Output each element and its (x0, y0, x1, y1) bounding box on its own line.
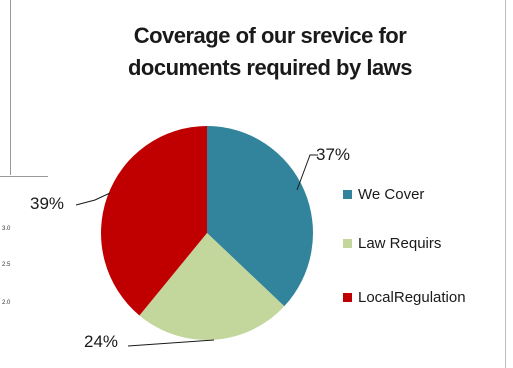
background-chart-edge (10, 0, 11, 175)
pie-leader-line (127, 339, 215, 347)
chart-title-line: documents required by laws (127, 55, 413, 80)
legend-label: We Cover (358, 186, 425, 203)
background-chart-edge (505, 0, 506, 368)
legend-swatch (343, 293, 352, 302)
pie-leader-line (296, 154, 318, 191)
pie-slice (207, 126, 314, 307)
background-tick-label: 2.5 (2, 262, 11, 268)
pie-data-label: 24% (84, 332, 118, 351)
pie-slice (139, 233, 285, 340)
background-chart-edge (0, 176, 48, 177)
background-tick-label: 3.0 (2, 226, 11, 232)
chart-title-line: Coverage of our srevice for (133, 23, 407, 48)
legend-label: Law Requirs (358, 235, 442, 252)
pie-slice (101, 126, 207, 316)
legend-swatch (343, 190, 352, 199)
background-tick-label: 2.0 (2, 300, 11, 306)
pie-data-label: 39% (30, 194, 64, 213)
legend-swatch (343, 239, 352, 248)
chart-title: Coverage of our srevice for documents re… (60, 20, 480, 84)
pie-data-label: 37% (316, 145, 350, 164)
pie-leader-line (75, 192, 111, 206)
legend-label: LocalRegulation (358, 289, 466, 306)
